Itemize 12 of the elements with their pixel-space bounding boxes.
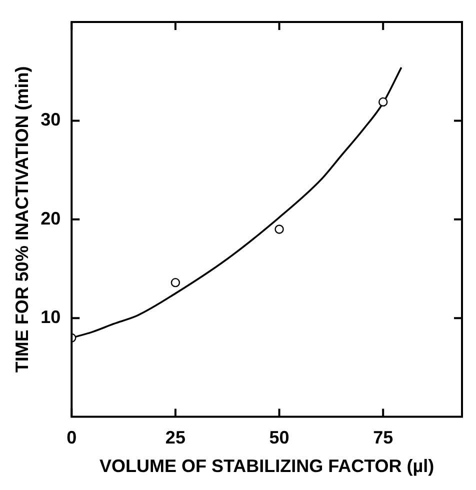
y-tick-label: 30 (40, 110, 61, 130)
point (170, 278, 180, 288)
x-tick-label: 50 (269, 428, 290, 448)
x-tick-label: 75 (373, 428, 394, 448)
x-axis-title: VOLUME OF STABILIZING FACTOR (µl) (99, 456, 434, 476)
x-tick-label: 0 (66, 428, 77, 448)
point (378, 97, 388, 107)
y-tick-label: 20 (40, 208, 61, 228)
y-tick-label: 10 (40, 307, 61, 328)
y-axis-title: TIME FOR 50% INACTIVATION (min) (12, 66, 32, 373)
point (274, 224, 284, 234)
x-tick-label: 25 (165, 428, 186, 448)
